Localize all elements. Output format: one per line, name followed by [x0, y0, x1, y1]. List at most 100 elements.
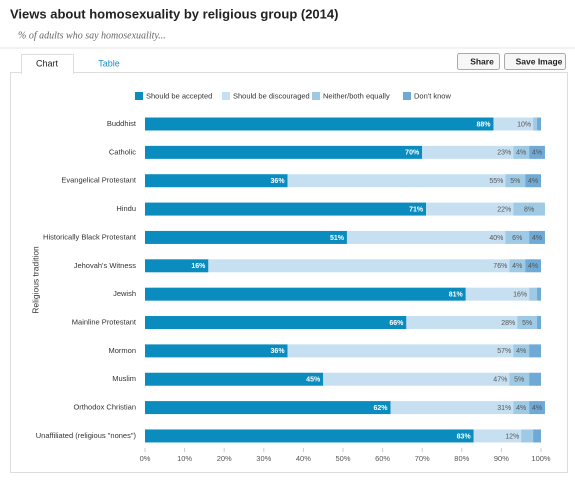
y-tick-label: Unaffiliated (religious "nones")	[36, 431, 137, 440]
data-label: 55%	[489, 178, 503, 185]
bar-segment	[513, 401, 530, 415]
data-label: 62%	[374, 405, 389, 412]
bar-segment	[505, 174, 526, 188]
data-label: 51%	[330, 235, 345, 242]
bar-segment	[529, 145, 545, 159]
x-tick-label: 50%	[335, 454, 350, 463]
y-tick-label: Jehovah's Witness	[74, 261, 137, 270]
data-label: 45%	[306, 377, 321, 384]
bar-segment	[537, 117, 541, 131]
data-label: 76%	[493, 263, 507, 270]
data-label: 4%	[528, 178, 538, 185]
legend-swatch	[135, 92, 143, 100]
x-tick-label: 30%	[256, 454, 271, 463]
bar-segment	[145, 259, 209, 273]
y-tick-label: Mainline Protestant	[72, 318, 137, 327]
bar-segment	[529, 230, 545, 244]
x-tick-label: 70%	[415, 454, 430, 463]
bar-segment	[509, 259, 526, 273]
y-tick-label: Catholic	[109, 147, 136, 156]
data-label: 83%	[457, 433, 472, 440]
bar-segment	[473, 429, 522, 443]
x-tick-label: 10%	[177, 454, 192, 463]
data-label: 10%	[517, 121, 531, 128]
bar-segment	[521, 429, 534, 443]
x-tick-label: 80%	[454, 454, 469, 463]
tab[interactable]: Table	[98, 58, 120, 68]
share-button[interactable]	[457, 53, 500, 70]
bar-segment	[513, 202, 545, 216]
bar-segment	[287, 174, 506, 188]
tab[interactable]: Chart	[36, 58, 59, 68]
data-label: 4%	[516, 150, 526, 157]
data-label: 4%	[528, 263, 538, 270]
x-tick-label: 0%	[140, 454, 151, 463]
data-label: 31%	[497, 405, 511, 412]
y-tick-label: Historically Black Protestant	[43, 232, 137, 241]
x-tick-label: 60%	[375, 454, 390, 463]
data-label: 6%	[512, 235, 522, 242]
x-tick-label: 20%	[217, 454, 232, 463]
button-label[interactable]: Share	[470, 56, 494, 66]
bar-segment	[422, 145, 514, 159]
bar-segment	[529, 372, 541, 386]
data-label: 22%	[497, 206, 511, 213]
bar-segment	[145, 174, 288, 188]
y-tick-label: Evangelical Protestant	[61, 176, 137, 185]
y-axis-title: Religious tradition	[30, 246, 40, 314]
data-label: 36%	[271, 348, 286, 355]
bar-segment	[145, 429, 474, 443]
bar-segment	[525, 174, 541, 188]
bar-segment	[517, 316, 538, 330]
bar-segment	[390, 401, 514, 415]
bar-segment	[145, 202, 427, 216]
bar-segment	[529, 344, 541, 358]
data-label: 36%	[271, 178, 286, 185]
bar-segment	[145, 372, 324, 386]
data-label: 4%	[532, 235, 542, 242]
bar-segment	[505, 230, 530, 244]
bar-segment	[525, 259, 541, 273]
bar-segment	[323, 372, 510, 386]
legend-label: Should be accepted	[146, 91, 212, 100]
data-label: 12%	[505, 433, 519, 440]
data-label: 28%	[501, 320, 515, 327]
y-tick-label: Orthodox Christian	[73, 403, 136, 412]
data-label: 81%	[449, 292, 464, 299]
bar-segment	[426, 202, 514, 216]
data-label: 70%	[405, 150, 420, 157]
data-label: 40%	[489, 235, 503, 242]
y-tick-label: Jewish	[113, 289, 136, 298]
bar-segment	[145, 230, 347, 244]
bar-segment	[533, 429, 541, 443]
data-label: 5%	[510, 178, 520, 185]
bar-segment	[509, 372, 530, 386]
bar-segment	[208, 259, 510, 273]
data-label: 4%	[516, 348, 526, 355]
bar-segment	[533, 117, 538, 131]
legend-swatch	[312, 92, 320, 100]
bar-segment	[537, 316, 541, 330]
bar-segment	[145, 287, 466, 301]
bar-segment	[406, 316, 518, 330]
bar-segment	[145, 316, 407, 330]
y-tick-label: Mormon	[108, 346, 136, 355]
data-label: 5%	[522, 320, 532, 327]
bar-segment	[493, 117, 534, 131]
bar-segment	[145, 145, 423, 159]
data-label: 5%	[514, 377, 524, 384]
data-label: 4%	[532, 150, 542, 157]
bar-segment	[513, 145, 530, 159]
bar-segment	[287, 344, 514, 358]
data-label: 16%	[191, 263, 206, 270]
button-label[interactable]: Save Image	[516, 56, 563, 66]
bar-segment	[145, 344, 288, 358]
legend-label: Neither/both equally	[323, 91, 390, 100]
bar-segment	[513, 344, 530, 358]
save-button[interactable]	[504, 53, 566, 70]
legend-label: Should be discouraged	[233, 91, 310, 100]
data-label: 57%	[497, 348, 511, 355]
data-label: 88%	[476, 121, 491, 128]
chart-title: Views about homosexuality by religious g…	[10, 6, 338, 21]
